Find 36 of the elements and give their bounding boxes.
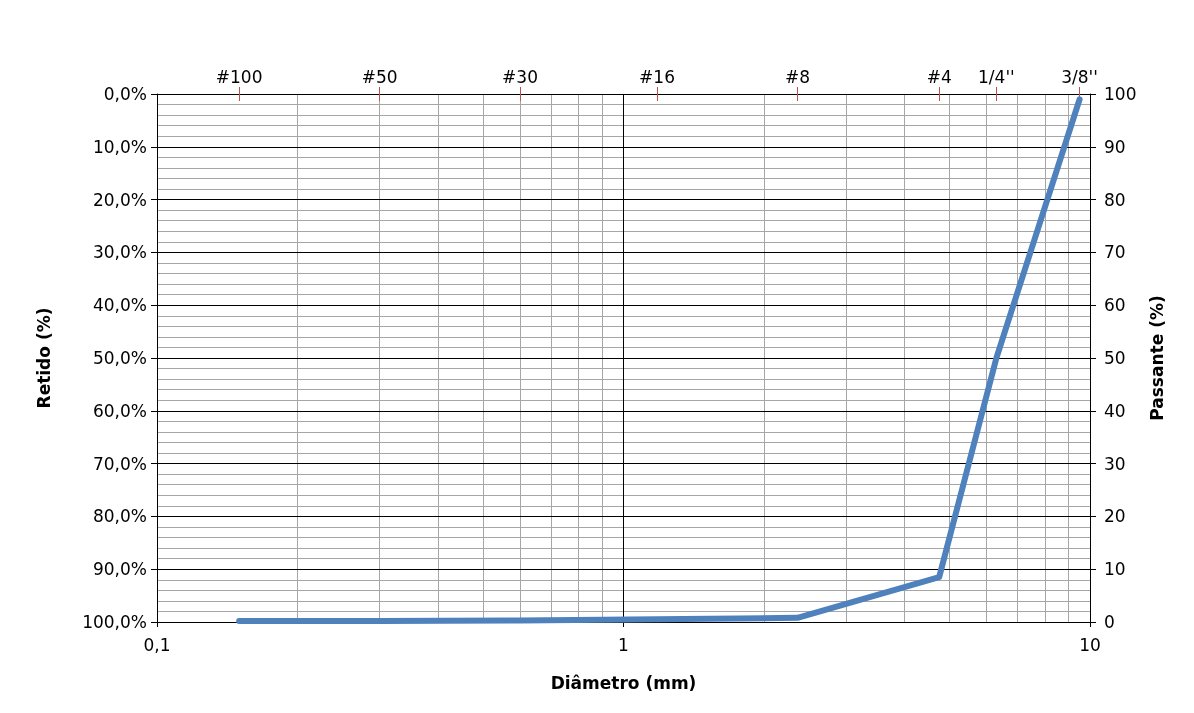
y-tick-label: 10,0% (92, 136, 147, 157)
y2-tick-label: 40 (1104, 400, 1126, 421)
text: #4 (926, 66, 952, 87)
y-tick-label: 80,0% (92, 506, 147, 527)
y2-tick-label: 100 (1104, 84, 1137, 104)
text: #50 (361, 66, 398, 87)
x-tick-label: 10 (1079, 634, 1101, 655)
x-tick-label: 0,1 (143, 634, 171, 655)
text: #8 (784, 66, 810, 87)
y-tick-label: 0,0% (103, 84, 147, 104)
text: #30 (502, 66, 538, 87)
y2-tick-label: 50 (1104, 348, 1126, 368)
y2-axis-title: Passante (%) (1146, 295, 1167, 421)
y2-tick-label: 20 (1104, 506, 1126, 527)
y2-tick-label: 60 (1104, 295, 1126, 316)
y2-tick-label: 80 (1104, 189, 1126, 210)
x-tick-label: 1 (618, 634, 629, 655)
y-tick-label: 20,0% (92, 189, 147, 210)
y-tick-label: 40,0% (92, 295, 147, 316)
text: 1/4'' (978, 66, 1015, 87)
y-tick-label: 100,0% (82, 612, 147, 632)
y-tick-label: 60,0% (92, 400, 147, 421)
text: 3/8'' (1061, 66, 1098, 87)
y2-tick-label: 0 (1104, 612, 1115, 632)
y2-tick-label: 10 (1104, 559, 1126, 580)
y2-tick-label: 90 (1104, 136, 1126, 157)
y-tick-label: 30,0% (92, 242, 147, 263)
y-tick-label: 70,0% (92, 453, 147, 474)
x-axis-title: Diâmetro (mm) (550, 672, 697, 693)
y-axis-title: Retido (%) (33, 307, 54, 409)
text: #16 (639, 66, 675, 87)
y-tick-label: 90,0% (92, 559, 147, 580)
text: #100 (215, 66, 263, 87)
y2-tick-label: 30 (1104, 453, 1126, 474)
y-tick-label: 50,0% (92, 348, 147, 368)
y2-tick-label: 70 (1104, 242, 1126, 263)
